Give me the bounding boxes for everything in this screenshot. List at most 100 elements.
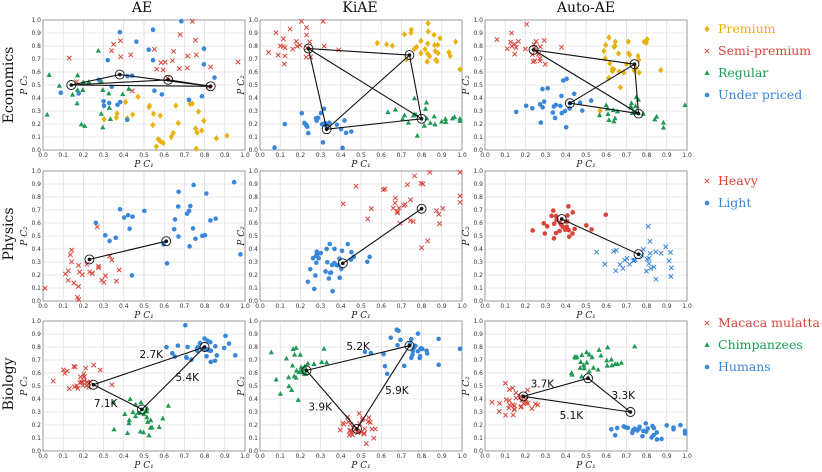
centroid-marker: [303, 43, 314, 54]
point-heavy: [95, 265, 102, 271]
column-title-auto-ae: Auto-AE: [556, 0, 615, 16]
centroid-ring: [205, 81, 216, 92]
point-heavy: [340, 201, 346, 207]
x-tick-label: 0.2: [296, 303, 306, 310]
panel-economics-auto-ae: 0.00.0 0.1 0.1 0.2 0.2 0.3 0.3 0.4 0.4 0.5 0.5 0.6 0…: [462, 17, 692, 170]
point-semi-premium: [509, 30, 515, 36]
point-light: [311, 286, 317, 292]
centroid-marker: [352, 423, 362, 434]
centroid-ring: [88, 379, 99, 390]
point-semi-premium: [304, 25, 310, 31]
plot-frame: [259, 19, 463, 151]
point-premium: [168, 133, 174, 141]
centroid-edge: [408, 54, 423, 119]
x-tick-label: 0.7: [397, 152, 407, 159]
point-light: [327, 241, 333, 247]
point-chimpanzees: [156, 424, 162, 430]
point-humans: [362, 349, 368, 355]
point-heavy: [79, 272, 85, 278]
x-tick-label: 0.8: [200, 453, 210, 460]
point-premium: [150, 121, 156, 129]
point-chimpanzees: [579, 373, 585, 379]
point-heavy: [551, 221, 557, 226]
point-chimpanzees: [283, 355, 290, 361]
point-heavy: [549, 213, 554, 219]
y-tick-label: 1.0: [31, 318, 41, 325]
point-macaca-mulatta: [356, 410, 362, 416]
x-tick-label: 0.1: [500, 303, 510, 310]
point-chimpanzees: [321, 345, 327, 351]
legend-physics: Heavy Light: [704, 173, 759, 210]
y-tick-label: 0.2: [473, 422, 483, 429]
point-heavy: [394, 210, 401, 216]
point-light: [191, 182, 196, 188]
point-chimpanzees: [319, 359, 325, 365]
point-semi-premium: [515, 38, 521, 45]
point-premium: [612, 38, 618, 45]
distance-label: 5.9K: [385, 385, 410, 397]
y-tick-label: 0.3: [248, 409, 258, 416]
centroid-edge: [587, 377, 631, 413]
point-premium: [135, 93, 141, 100]
legend-label-macaca-mulatta: Macaca mulatta: [718, 315, 821, 330]
point-heavy: [603, 212, 609, 218]
y-axis-label: P C₂: [237, 376, 247, 397]
centroid-dot: [304, 368, 309, 373]
point-humans: [649, 435, 654, 440]
point-semi-premium: [176, 65, 182, 72]
point-premium: [601, 47, 607, 55]
x-tick-label: 0.5: [581, 453, 591, 460]
point-light: [213, 216, 219, 221]
point-premium: [615, 50, 622, 57]
point-premium: [446, 49, 452, 56]
x-tick-label: 1.0: [240, 303, 250, 310]
point-light: [647, 238, 653, 244]
point-light: [339, 248, 345, 254]
y-tick-label: 0.7: [473, 357, 483, 364]
x-tick-label: 1.0: [457, 152, 467, 159]
point-humans: [630, 427, 636, 433]
x-tick-label: 0.6: [159, 152, 169, 159]
panel-physics-auto-ae: 0.00.0 0.1 0.1 0.2 0.2 0.3 0.3 0.4 0.4 0.5 0.5 0.6 0…: [462, 168, 692, 321]
y-tick-label: 0.3: [248, 259, 258, 266]
point-semi-premium: [511, 41, 518, 47]
point-under-priced: [305, 130, 311, 136]
point-premium: [606, 74, 612, 82]
centroid-marker: [629, 59, 640, 70]
point-heavy: [380, 187, 386, 193]
x-tick-label: 0.7: [397, 453, 407, 460]
point-under-priced: [571, 91, 577, 97]
centroid-edge: [533, 49, 639, 115]
point-macaca-mulatta: [529, 406, 535, 412]
point-under-priced: [150, 57, 156, 63]
point-chimpanzees: [130, 409, 136, 415]
point-macaca-mulatta: [513, 395, 519, 401]
point-humans: [388, 335, 394, 341]
x-tick-label: 0.0: [255, 453, 265, 460]
point-heavy: [457, 169, 463, 175]
point-heavy: [419, 245, 425, 251]
centroid-marker: [518, 391, 529, 402]
centroid-ring: [416, 113, 427, 124]
y-axis-label: P C₂: [20, 376, 30, 397]
point-premium: [597, 107, 603, 114]
point-under-priced: [303, 122, 309, 127]
point-semi-premium: [110, 41, 117, 47]
x-tick-label: 0.9: [662, 152, 672, 159]
point-heavy: [390, 205, 396, 211]
centroid-edge: [71, 84, 211, 87]
point-macaca-mulatta: [346, 432, 352, 438]
point-under-priced: [318, 110, 324, 116]
point-under-priced: [577, 100, 583, 106]
point-chimpanzees: [127, 396, 133, 402]
point-light: [330, 288, 335, 294]
y-tick-label: 0.0: [473, 448, 483, 455]
point-light: [613, 247, 619, 253]
x-tick-label: 1.0: [457, 303, 467, 310]
point-regular: [392, 106, 398, 112]
point-under-priced: [513, 109, 519, 115]
point-chimpanzees: [609, 362, 615, 368]
point-under-priced: [319, 121, 325, 127]
point-premium: [170, 129, 176, 137]
point-semi-premium: [184, 65, 190, 71]
